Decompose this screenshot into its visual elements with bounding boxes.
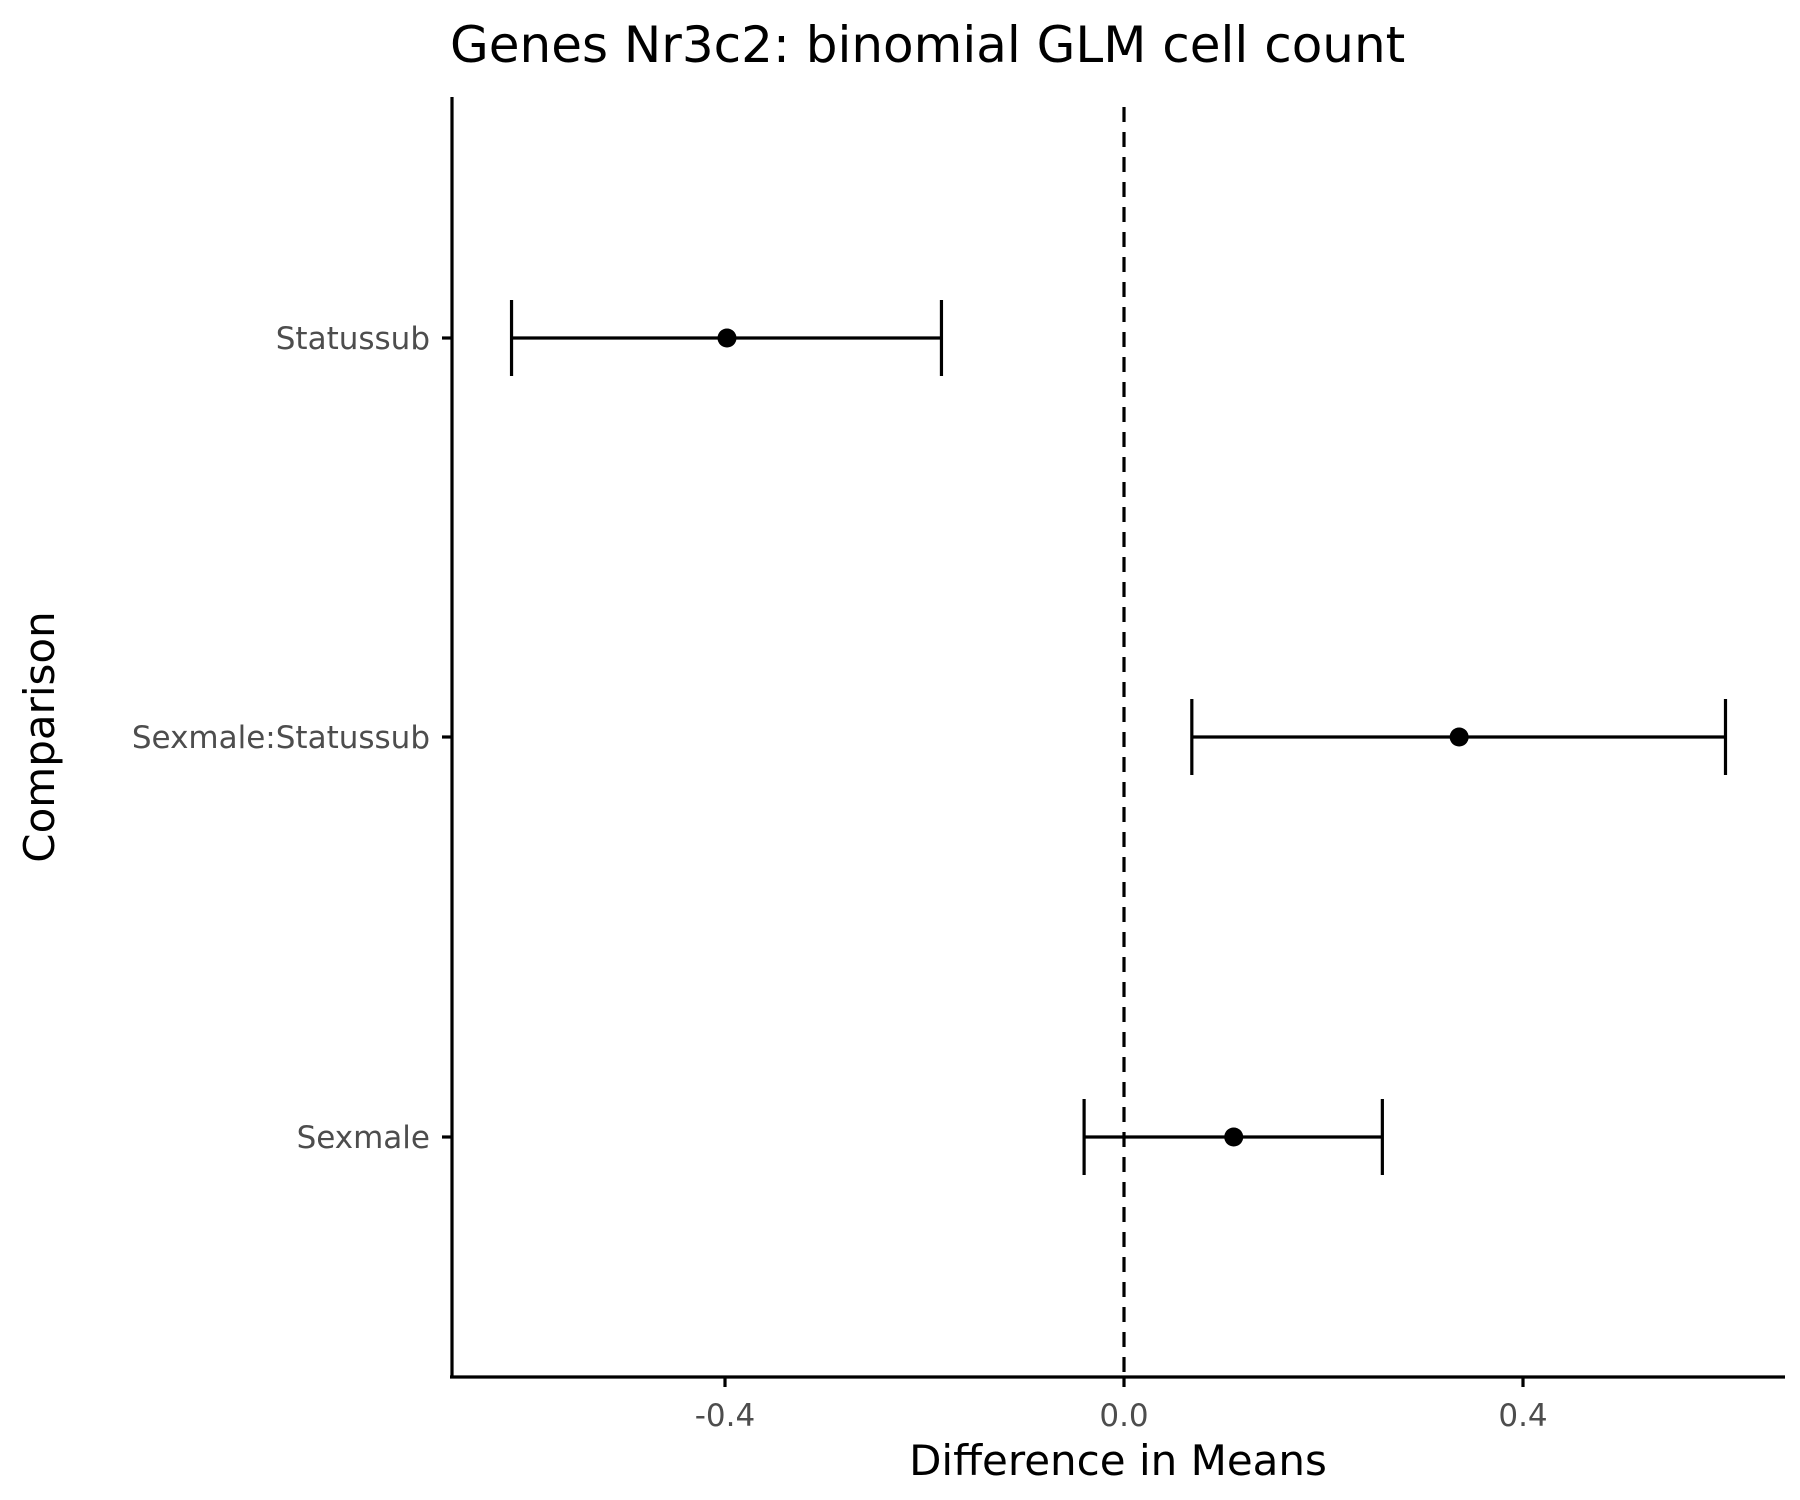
- x-axis-ticks: -0.4 0.0 0.4: [695, 1377, 1548, 1434]
- chart-title: Genes Nr3c2: binomial GLM cell count: [450, 16, 1405, 74]
- errorbar-1: [1190, 699, 1728, 775]
- estimate-point: [1449, 727, 1469, 747]
- x-tick-label: 0.4: [1498, 1398, 1547, 1434]
- errorbar-2: [1082, 1099, 1384, 1175]
- y-axis-ticks: Statussub Sexmale:Statussub Sexmale: [132, 321, 452, 1156]
- y-tick-label: Sexmale:Statussub: [132, 720, 430, 756]
- x-axis-title: Difference in Means: [909, 1436, 1327, 1485]
- estimate-point: [1224, 1127, 1244, 1147]
- plot-area: [509, 107, 1728, 1377]
- y-tick-label: Statussub: [276, 321, 430, 357]
- errorbar-0: [509, 300, 944, 376]
- y-tick-label: Sexmale: [297, 1120, 430, 1156]
- x-tick-label: 0.0: [1099, 1398, 1148, 1434]
- estimate-point: [717, 328, 737, 348]
- x-tick-label: -0.4: [695, 1398, 756, 1434]
- y-axis-title: Comparison: [15, 611, 64, 862]
